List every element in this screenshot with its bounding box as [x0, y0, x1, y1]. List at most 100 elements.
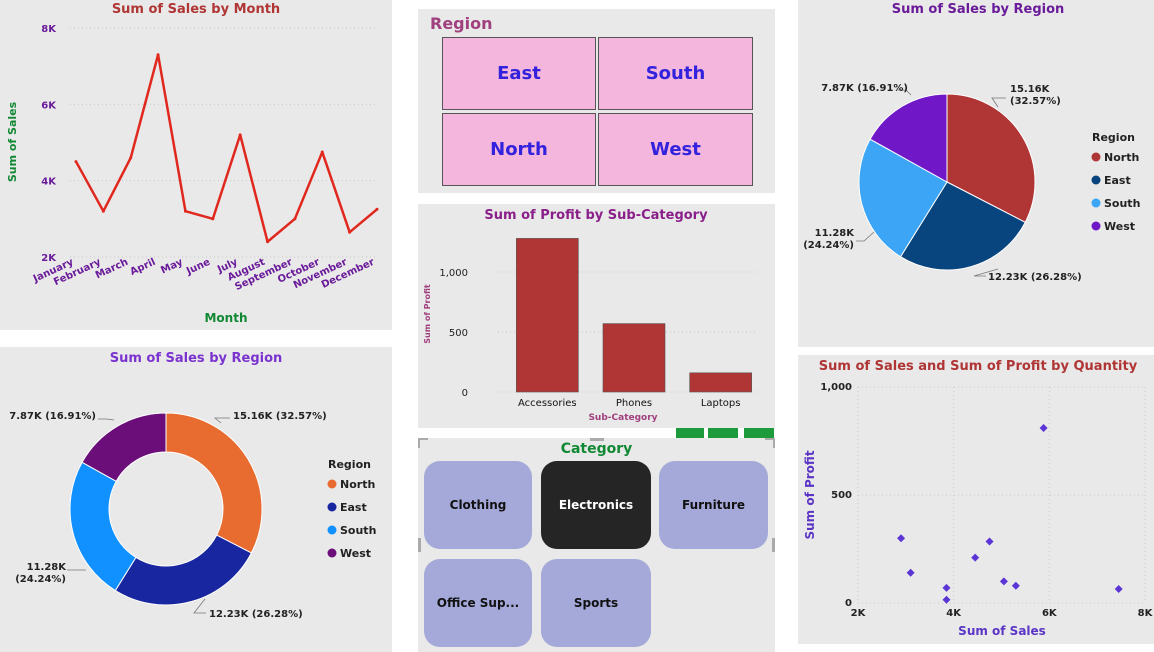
line-point[interactable] — [348, 230, 352, 234]
scatter-point[interactable] — [1011, 581, 1020, 590]
pie-chart-panel: Sum of Sales by Region 15.16K (32.57%) 12.2… — [798, 0, 1154, 347]
legend-item-east[interactable]: East — [1104, 174, 1131, 187]
scatter-point[interactable] — [906, 568, 915, 577]
category-option-clothing[interactable]: Clothing — [424, 461, 532, 549]
category-option-sports[interactable]: Sports — [541, 559, 651, 647]
x-tick-label: 4K — [946, 608, 962, 619]
y-axis-title: Sum of Sales — [6, 101, 19, 182]
region-option-south[interactable]: South — [598, 37, 753, 110]
sales-line — [74, 53, 378, 243]
line-chart-panel: Sum of Sales by Month 2K 4K 6K 8K Sum of Sale… — [0, 0, 392, 330]
bar-laptops[interactable] — [689, 372, 752, 393]
leader-line — [98, 418, 115, 421]
leader-line — [856, 231, 875, 242]
legend-item-north[interactable]: North — [1104, 151, 1139, 164]
line-point[interactable] — [74, 160, 78, 164]
scatter-chart-title: Sum of Sales and Sum of Profit by Quanti… — [819, 359, 1138, 374]
toolbar-icon[interactable] — [676, 428, 704, 438]
leader-line — [213, 417, 230, 424]
data-label-east: 12.23K (26.28%) — [988, 272, 1082, 283]
y-axis-title: Sum of Profit — [423, 284, 432, 344]
line-point[interactable] — [293, 217, 297, 221]
y-tick-label: 8K — [41, 24, 57, 35]
resize-handle-right-mid[interactable] — [772, 538, 775, 552]
legend-item-west[interactable]: West — [340, 547, 371, 560]
line-point[interactable] — [156, 53, 160, 57]
legend-item-west[interactable]: West — [1104, 220, 1135, 233]
slice-south[interactable] — [69, 461, 137, 592]
toolbar-icon[interactable] — [744, 428, 774, 438]
x-tick-label: Laptops — [701, 398, 741, 409]
legend-dot — [1091, 198, 1101, 208]
bar-chart-title: Sum of Profit by Sub-Category — [484, 208, 708, 223]
toolbar-icon[interactable] — [708, 428, 738, 438]
data-label-west: 7.87K (16.91%) — [821, 83, 908, 94]
resize-handle-top-left[interactable] — [418, 438, 428, 440]
line-point[interactable] — [266, 240, 270, 244]
data-label-north: 15.16K — [1010, 84, 1051, 95]
legend-dot — [327, 525, 337, 535]
category-option-electronics[interactable]: Electronics — [541, 461, 651, 549]
category-option-furniture[interactable]: Furniture — [659, 461, 768, 549]
data-label-west: 7.87K (16.91%) — [9, 411, 96, 422]
x-axis-title: Sub-Category — [588, 413, 657, 423]
scatter-point[interactable] — [1114, 584, 1123, 593]
line-point[interactable] — [320, 150, 324, 154]
region-option-west[interactable]: West — [598, 113, 753, 186]
leader-line — [991, 97, 1006, 108]
pie-chart: Sum of Sales by Region 15.16K(32.57%) 12.2… — [803, 2, 1140, 283]
slice-north[interactable] — [165, 412, 263, 554]
legend-dot — [1091, 152, 1101, 162]
line-point[interactable] — [238, 133, 242, 137]
slice-west[interactable] — [81, 412, 167, 482]
legend-item-north[interactable]: North — [340, 478, 375, 491]
y-tick-label: 1,000 — [439, 268, 468, 279]
y-tick-label: 6K — [41, 100, 57, 111]
legend-dot — [327, 479, 337, 489]
scatter-chart: Sum of Sales and Sum of Profit by Quanti… — [803, 359, 1154, 638]
x-tick-label: 2K — [851, 608, 867, 619]
scatter-point[interactable] — [942, 583, 951, 592]
bar-accessories[interactable] — [516, 238, 579, 393]
scatter-point[interactable] — [985, 537, 994, 546]
scatter-point[interactable] — [942, 595, 951, 604]
region-slicer: Region East South North West — [418, 9, 775, 193]
legend-item-south[interactable]: South — [340, 524, 376, 537]
legend-item-south[interactable]: South — [1104, 197, 1140, 210]
slice-east[interactable] — [899, 181, 1026, 271]
slice-north[interactable] — [946, 93, 1036, 223]
x-tick-label: May — [159, 257, 185, 277]
line-point[interactable] — [183, 209, 187, 213]
line-point[interactable] — [375, 207, 379, 211]
resize-handle-top-right-v[interactable] — [773, 438, 775, 448]
region-option-east[interactable]: East — [442, 37, 596, 110]
legend-dot — [327, 502, 337, 512]
line-point[interactable] — [129, 156, 133, 160]
x-tick-label: April — [129, 257, 158, 278]
slice-west[interactable] — [869, 93, 948, 183]
x-tick-label: 8K — [1138, 608, 1154, 619]
pie-chart-title: Sum of Sales by Region — [892, 2, 1065, 17]
resize-handle-left-mid[interactable] — [418, 538, 421, 552]
slice-east[interactable] — [114, 534, 253, 606]
slice-south[interactable] — [858, 138, 948, 258]
y-tick-label: 500 — [831, 490, 852, 501]
y-axis-title: Sum of Profit — [803, 450, 817, 539]
legend-item-east[interactable]: East — [340, 501, 367, 514]
scatter-point[interactable] — [897, 534, 906, 543]
y-tick-label: 2K — [41, 253, 57, 264]
scatter-point[interactable] — [971, 553, 980, 562]
bar-chart: Sum of Profit by Sub-Category 0 500 1,000 Su… — [423, 208, 758, 423]
category-option-office-supplies[interactable]: Office Sup... — [424, 559, 532, 647]
category-slicer: Category Clothing Electronics Furniture … — [418, 428, 775, 652]
resize-handle-top-left-v[interactable] — [418, 438, 420, 448]
data-label-north: 15.16K (32.57%) — [233, 411, 327, 422]
scatter-point[interactable] — [1039, 424, 1048, 433]
resize-handle-top-right[interactable] — [765, 438, 775, 440]
line-point[interactable] — [101, 209, 105, 213]
bar-phones[interactable] — [602, 323, 666, 393]
scatter-point[interactable] — [999, 577, 1008, 586]
region-option-north[interactable]: North — [442, 113, 596, 186]
line-point[interactable] — [211, 217, 215, 221]
resize-handle-top-mid[interactable] — [590, 438, 604, 441]
